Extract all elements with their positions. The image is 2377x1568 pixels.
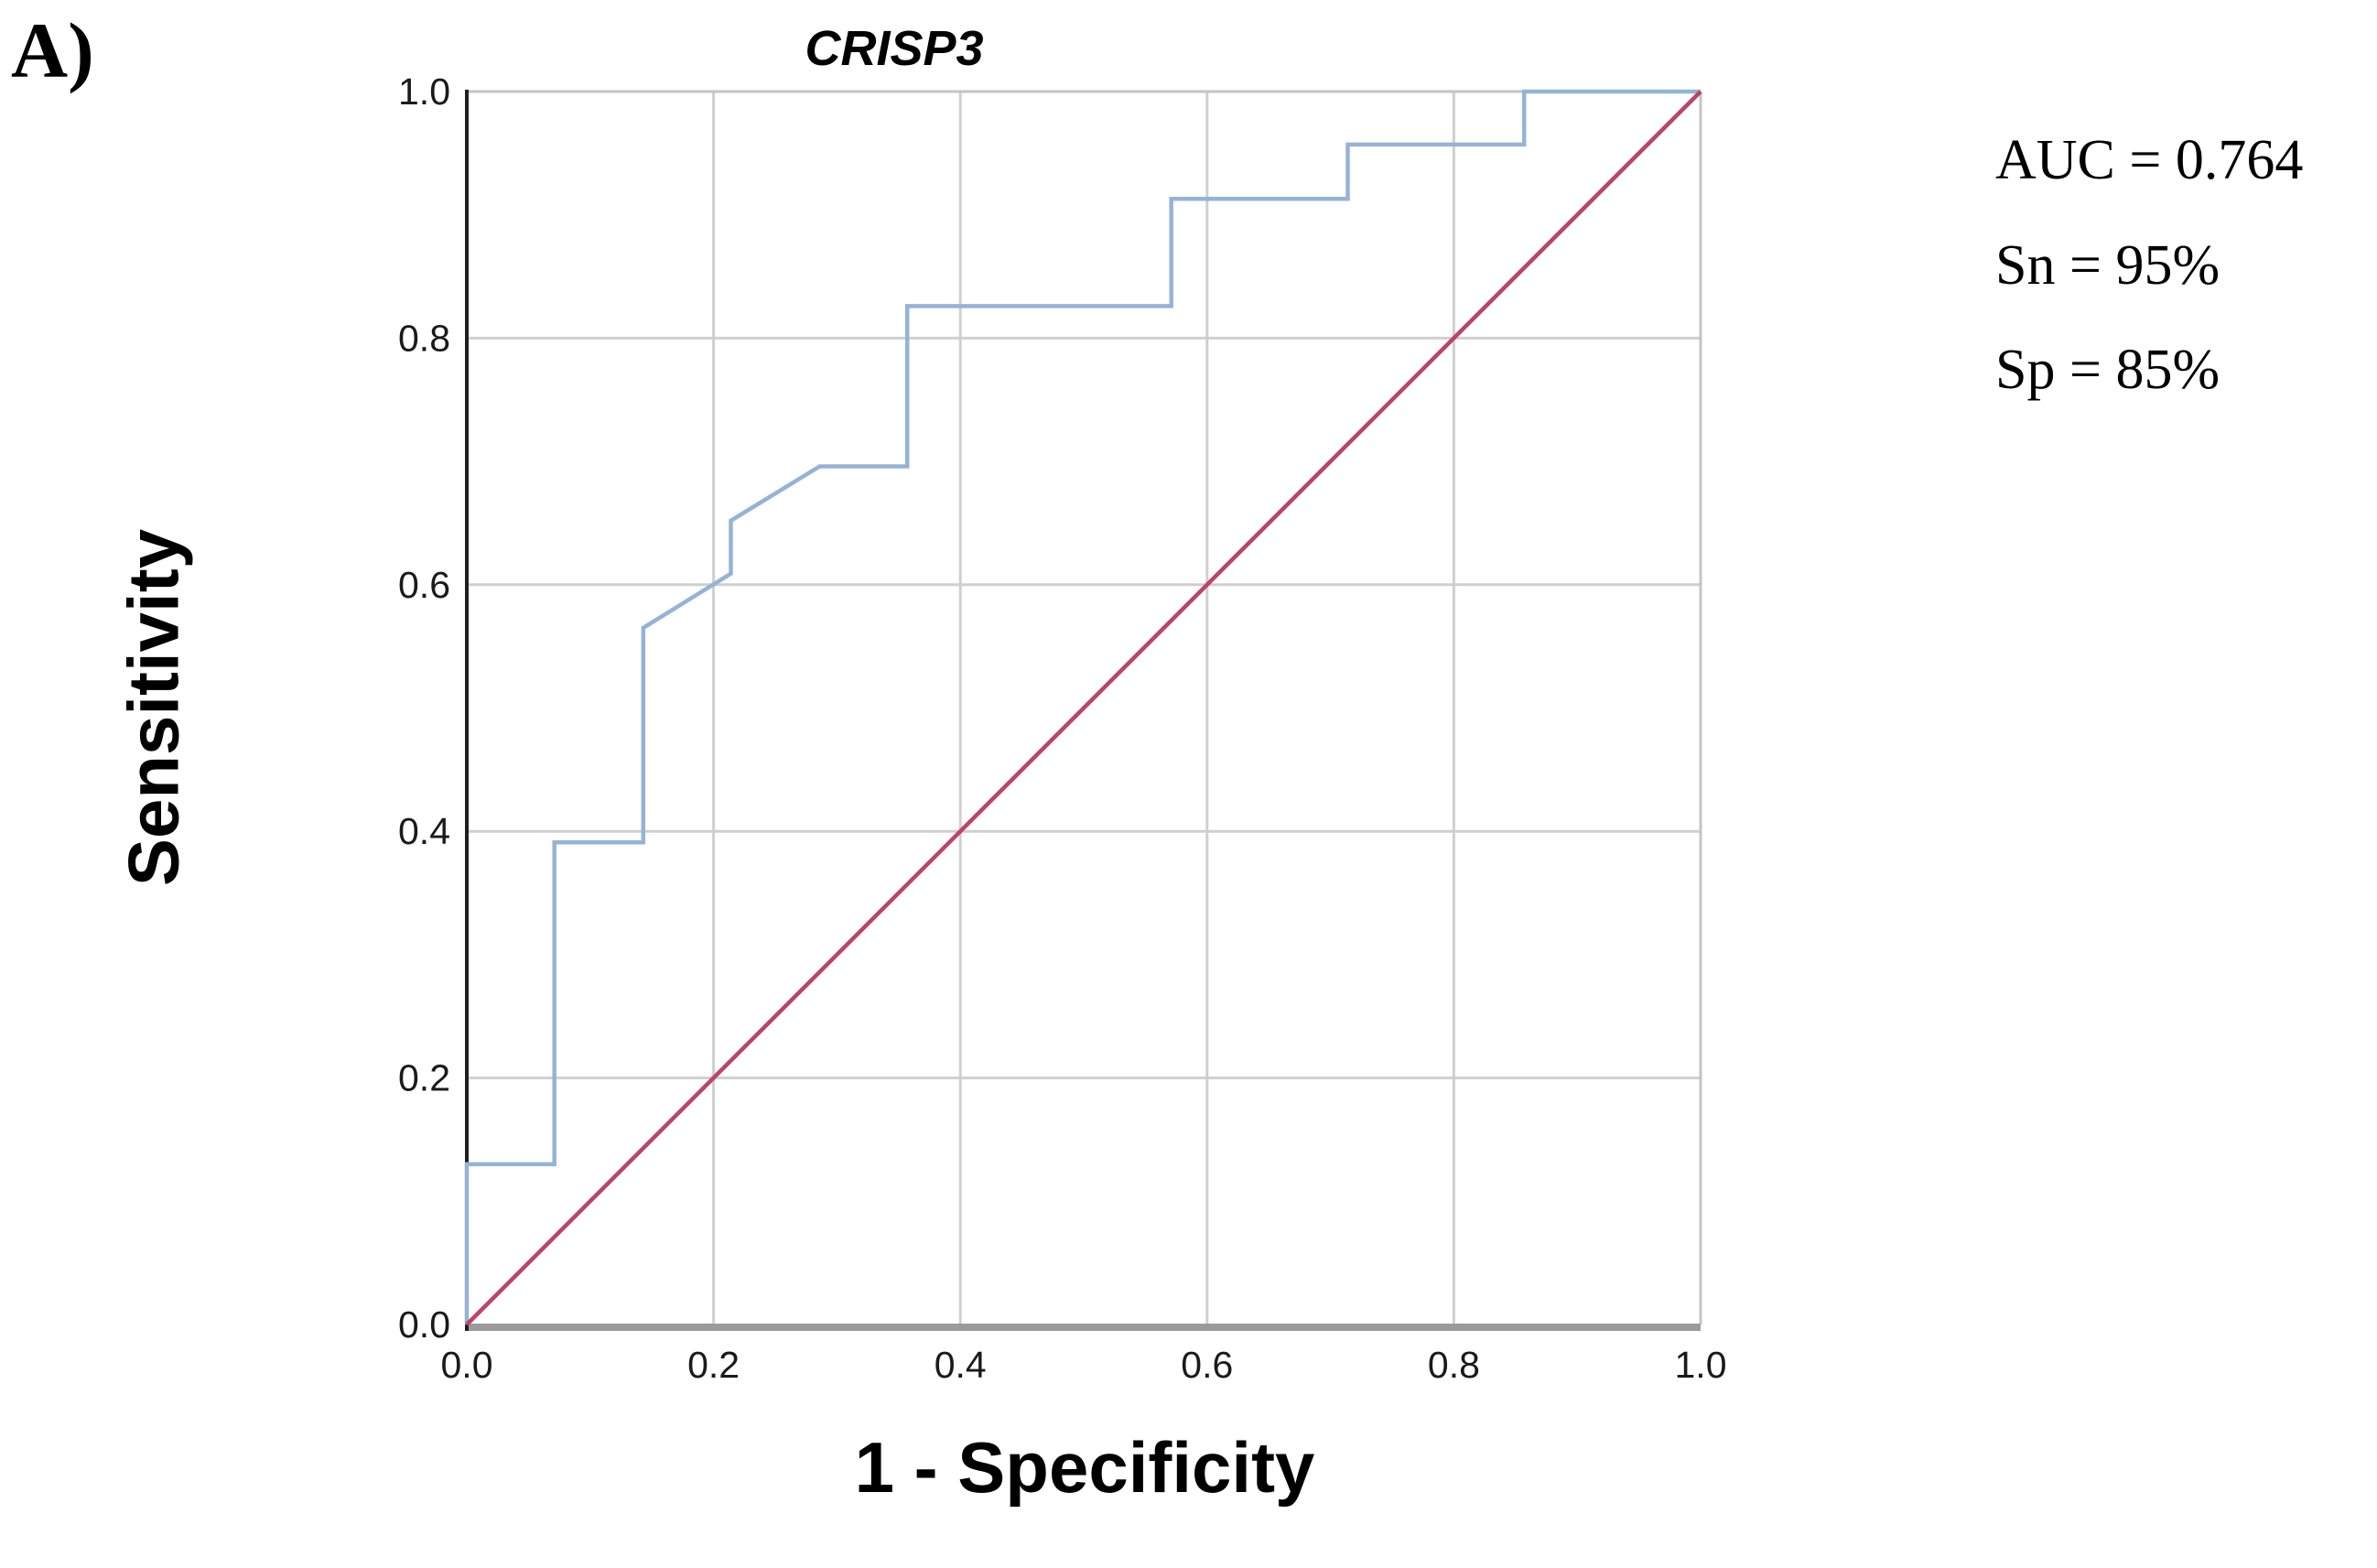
x-tick-label: 0.6 [1181, 1344, 1233, 1386]
x-tick-label: 1.0 [1675, 1344, 1727, 1386]
plot-border [465, 90, 1702, 1331]
x-tick-labels: 0.0 0.2 0.4 0.6 0.8 1.0 [441, 1344, 1727, 1386]
specificity-value: Sp = 85% [1995, 339, 2220, 402]
x-tick-label: 0.2 [687, 1344, 740, 1386]
y-tick-labels: 0.0 0.2 0.4 0.6 0.8 1.0 [398, 70, 450, 1346]
y-tick-label: 0.8 [398, 317, 450, 359]
x-axis-title: 1 - Specificity [854, 1427, 1315, 1508]
x-tick-label: 0.4 [935, 1344, 987, 1386]
x-tick-label: 0.0 [441, 1344, 493, 1386]
chart-title: CRISP3 [805, 21, 984, 76]
x-tick-label: 0.8 [1428, 1344, 1480, 1386]
panel-label: A) [11, 6, 94, 94]
y-tick-label: 1.0 [398, 70, 450, 113]
gridlines [467, 92, 1701, 1325]
y-tick-label: 0.0 [398, 1303, 450, 1346]
annotation-block: AUC = 0.764 Sn = 95% Sp = 85% [1995, 108, 2303, 423]
y-tick-label: 0.6 [398, 564, 450, 606]
sensitivity-value: Sn = 95% [1995, 233, 2220, 297]
data-series [464, 89, 1702, 1326]
y-tick-label: 0.2 [398, 1057, 450, 1099]
reference-diagonal-line [465, 90, 1702, 1326]
y-tick-label: 0.4 [398, 810, 450, 852]
roc-curve-polyline [464, 89, 1701, 1325]
auc-value: AUC = 0.764 [1995, 129, 2304, 191]
